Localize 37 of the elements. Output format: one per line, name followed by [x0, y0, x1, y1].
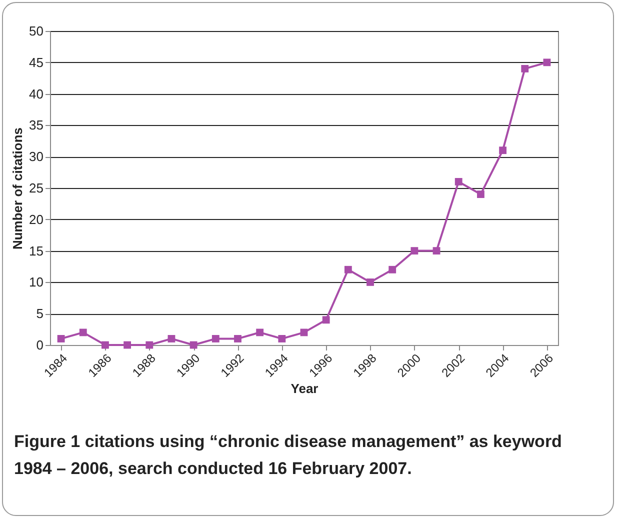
y-axis-title: Number of citations [10, 127, 26, 250]
y-tick-label: 50 [29, 24, 44, 38]
point [190, 341, 198, 349]
point [168, 335, 176, 342]
y-tick-label: 25 [29, 180, 44, 196]
point [79, 328, 87, 336]
point [410, 247, 418, 255]
point [476, 190, 484, 198]
point [432, 247, 440, 255]
y-tick-label: 15 [29, 243, 44, 258]
y-tick-label: 35 [29, 118, 44, 133]
point [234, 335, 242, 342]
point [256, 328, 264, 336]
point [322, 316, 330, 324]
x-axis-title: Year [290, 381, 318, 396]
point [146, 341, 154, 349]
point [499, 146, 506, 154]
caption: Figure 1 citations using “chronic disease management” as keyword 1984 – 2006, search conducted 16 February 2007. [14, 431, 563, 480]
y-tick-label: 10 [29, 274, 44, 290]
point [344, 266, 352, 274]
point [212, 335, 220, 342]
point [454, 178, 462, 186]
y-tick-label: 40 [29, 86, 44, 102]
point [124, 341, 132, 349]
y-tick-label: 45 [29, 54, 44, 70]
y-tick-label: 5 [36, 306, 44, 322]
y-tick-label: 0 [36, 338, 44, 352]
point [388, 266, 396, 274]
point [521, 64, 529, 72]
point [57, 335, 65, 342]
point [300, 328, 308, 336]
point [366, 278, 374, 286]
point [102, 341, 109, 349]
point [543, 58, 551, 66]
point [278, 335, 286, 342]
y-tick-label: 20 [29, 212, 44, 227]
y-tick-label: 30 [29, 149, 44, 164]
